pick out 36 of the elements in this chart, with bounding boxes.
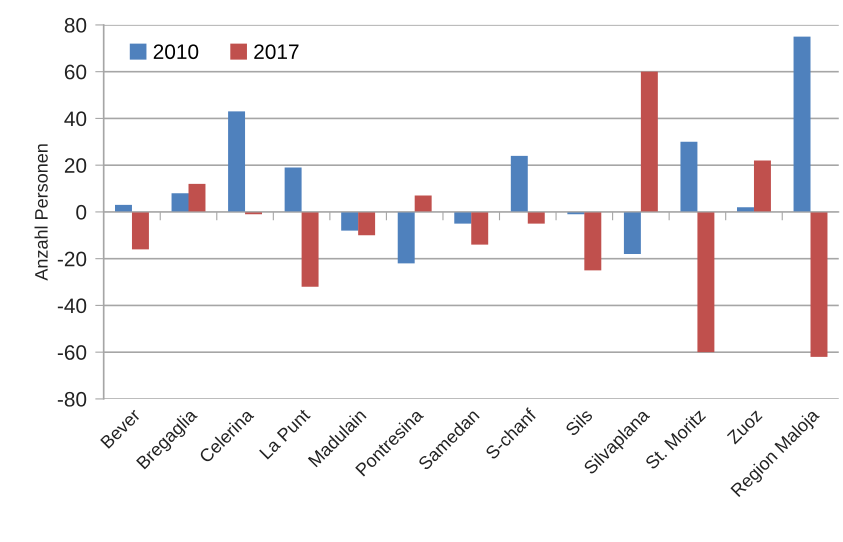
y-tick-label: -40 <box>58 298 86 314</box>
bar <box>794 36 811 212</box>
bar <box>624 212 641 254</box>
bar <box>414 196 432 212</box>
bar <box>228 111 246 212</box>
y-tick-label: 80 <box>64 18 86 33</box>
bar <box>754 160 771 212</box>
y-axis-title: Anzahl Personen <box>34 144 48 281</box>
y-tick-label: -60 <box>58 345 86 360</box>
bar <box>697 212 714 352</box>
bar <box>510 156 528 212</box>
y-tick-label: -20 <box>58 252 86 266</box>
bar <box>284 168 302 212</box>
bar <box>810 212 828 357</box>
bar <box>471 212 488 245</box>
bar <box>172 193 189 212</box>
bar <box>680 142 698 212</box>
bar <box>132 212 149 250</box>
legend-label: 2017 <box>254 44 299 60</box>
bar <box>737 207 754 212</box>
bar <box>640 72 658 212</box>
y-tick-label: 60 <box>64 64 86 80</box>
bar <box>358 212 376 236</box>
y-tick-label: -80 <box>58 392 86 407</box>
bar <box>584 212 602 270</box>
bar <box>398 212 415 264</box>
bar <box>528 212 545 224</box>
bar <box>341 212 358 231</box>
bar <box>115 204 132 212</box>
legend-label: 2010 <box>154 44 198 60</box>
y-tick-label: 20 <box>64 158 86 173</box>
y-tick-label: 0 <box>76 204 86 220</box>
bar <box>302 212 319 287</box>
y-tick-label: 40 <box>64 111 86 126</box>
bar <box>454 212 472 224</box>
bar <box>188 184 206 212</box>
